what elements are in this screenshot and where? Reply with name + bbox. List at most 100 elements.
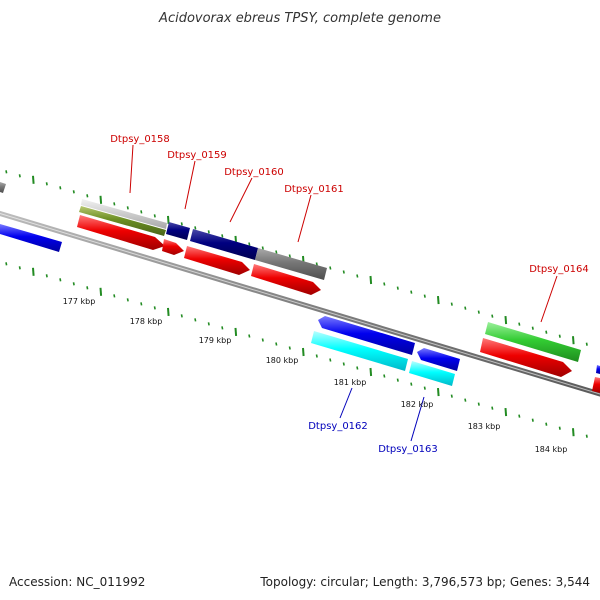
minor-tick: [531, 418, 534, 422]
minor-tick: [518, 414, 521, 418]
minor-tick: [261, 246, 264, 250]
minor-tick: [464, 306, 467, 310]
leader-line: [339, 387, 353, 419]
minor-tick: [531, 326, 534, 330]
major-tick: [504, 316, 508, 325]
gene-arrow-reverse[interactable]: [596, 365, 600, 374]
minor-tick: [59, 278, 62, 282]
leader-line: [229, 177, 253, 223]
gene-label-dtpsy-0158[interactable]: Dtpsy_0158: [110, 134, 170, 145]
minor-tick: [491, 406, 494, 410]
major-tick: [167, 307, 170, 316]
gene-arrow-forward[interactable]: [162, 239, 184, 255]
gene-arrow-forward[interactable]: [184, 246, 250, 275]
minor-tick: [491, 314, 494, 318]
minor-tick: [585, 434, 588, 438]
major-tick: [302, 347, 305, 357]
minor-tick: [86, 286, 89, 290]
gene-label-dtpsy-0164[interactable]: Dtpsy_0164: [529, 264, 589, 275]
minor-tick: [221, 326, 224, 330]
minor-tick: [140, 210, 143, 214]
minor-tick: [450, 394, 453, 398]
minor-tick: [315, 354, 318, 358]
ruler-label: 178 kbp: [130, 317, 163, 326]
leader-line: [540, 275, 558, 323]
gene-arrow-forward[interactable]: [251, 264, 321, 295]
minor-tick: [383, 374, 386, 378]
major-tick: [369, 275, 373, 285]
major-tick: [32, 175, 35, 184]
minor-tick: [410, 382, 413, 386]
gene-arrow-forward[interactable]: [592, 377, 600, 393]
gene-arrow-navy[interactable]: [166, 222, 190, 240]
gene-arrow-cyan[interactable]: [311, 331, 408, 371]
minor-tick: [59, 186, 62, 190]
ruler-label: 180 kbp: [266, 356, 299, 365]
gene-arrow-reverse[interactable]: [0, 224, 62, 252]
gene-arrow-forward[interactable]: [77, 215, 165, 250]
minor-tick: [275, 250, 278, 254]
major-tick: [167, 215, 170, 224]
major-tick: [99, 287, 103, 296]
major-tick: [437, 296, 440, 305]
minor-tick: [5, 262, 8, 266]
minor-tick: [72, 190, 75, 194]
minor-tick: [518, 322, 521, 326]
minor-tick: [194, 226, 197, 230]
major-tick: [572, 336, 575, 345]
minor-tick: [342, 270, 345, 274]
gene-features: [0, 182, 600, 393]
leader-line: [297, 194, 312, 243]
leader-line: [184, 160, 196, 210]
minor-tick: [261, 338, 264, 342]
minor-tick: [275, 342, 278, 346]
major-tick: [437, 388, 440, 397]
gene-arrow-green[interactable]: [485, 322, 581, 362]
minor-tick: [5, 170, 8, 174]
gene-label-dtpsy-0160[interactable]: Dtpsy_0160: [224, 167, 284, 178]
gene-arrow-navy[interactable]: [190, 229, 258, 260]
minor-tick: [558, 334, 561, 338]
minor-tick: [342, 362, 345, 366]
minor-tick: [194, 318, 197, 322]
cog-bar[interactable]: [79, 206, 166, 236]
gene-arrow-reverse[interactable]: [0, 182, 6, 193]
major-tick: [504, 408, 508, 417]
minor-tick: [126, 298, 129, 302]
gene-label-dtpsy-0163[interactable]: Dtpsy_0163: [378, 444, 438, 455]
gene-arrow-reverse[interactable]: [417, 348, 460, 371]
gene-arrow-gray[interactable]: [255, 248, 327, 280]
minor-tick: [477, 402, 480, 406]
minor-tick: [423, 386, 426, 390]
major-tick: [99, 195, 103, 204]
minor-tick: [315, 262, 318, 266]
gene-label-dtpsy-0159[interactable]: Dtpsy_0159: [167, 150, 227, 161]
minor-tick: [423, 294, 426, 298]
cog-bar[interactable]: [81, 199, 167, 229]
minor-tick: [113, 202, 116, 206]
gene-label-dtpsy-0162[interactable]: Dtpsy_0162: [308, 421, 368, 432]
minor-tick: [180, 222, 183, 226]
minor-tick: [153, 306, 156, 310]
gene-arrow-forward[interactable]: [480, 338, 572, 377]
leader-line: [410, 396, 425, 442]
minor-tick: [180, 314, 183, 318]
ruler-label: 177 kbp: [63, 297, 96, 306]
minor-tick: [248, 334, 251, 338]
accession-text: Accession: NC_011992: [9, 575, 145, 589]
minor-tick: [45, 182, 48, 186]
minor-tick: [558, 426, 561, 430]
gene-arrow-reverse[interactable]: [318, 316, 415, 355]
gene-label-dtpsy-0161[interactable]: Dtpsy_0161: [284, 184, 344, 195]
minor-tick: [410, 290, 413, 294]
minor-tick: [329, 266, 332, 270]
leader-line: [129, 144, 134, 194]
minor-tick: [248, 242, 251, 246]
minor-tick: [18, 174, 21, 178]
minor-tick: [329, 358, 332, 362]
backbone-core: [0, 212, 600, 395]
gene-arrow-cyan[interactable]: [409, 361, 455, 386]
minor-tick: [545, 422, 548, 426]
minor-tick: [356, 274, 359, 278]
